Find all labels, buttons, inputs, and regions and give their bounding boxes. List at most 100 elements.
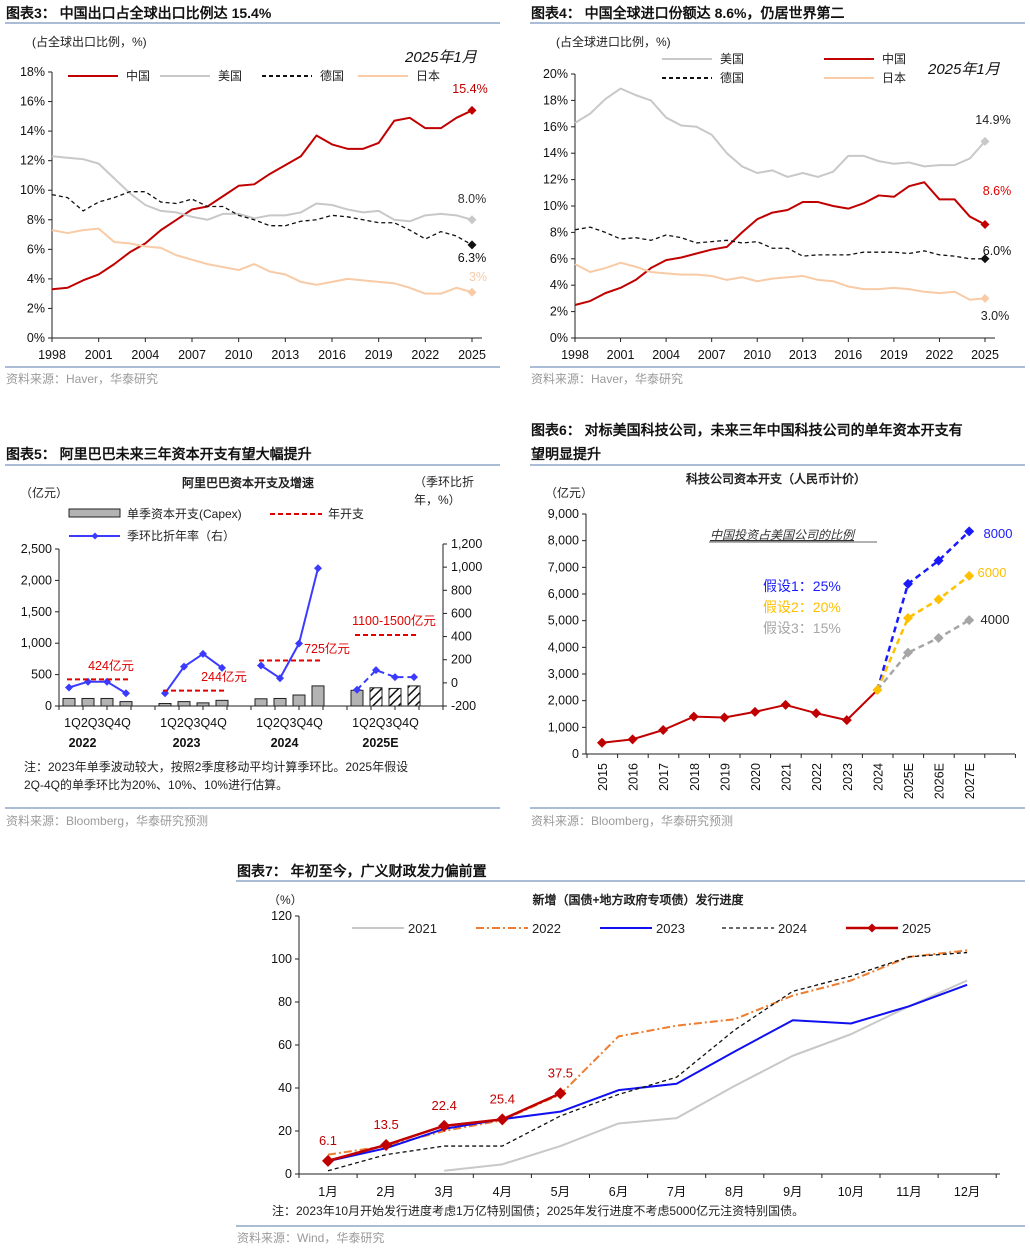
data-label: 13.5 — [373, 1117, 398, 1132]
scenario-end-label: 6000 — [978, 565, 1007, 580]
capex-bar — [81, 697, 95, 707]
figure-5-title: 图表5： 阿里巴巴未来三年资本开支有望大幅提升 — [6, 446, 312, 462]
figure-6-annotation: 中国投资占美国公司的比例 — [710, 528, 856, 542]
x-tick-label: 2021 — [780, 763, 794, 791]
y-tick-label: 18% — [543, 93, 568, 107]
y-tick-label: 0 — [285, 1167, 292, 1181]
scenario-legend-label: 假设2：20% — [763, 599, 841, 615]
end-marker — [467, 287, 477, 297]
figure-7-title: 图表7： 年初至今，广义财政发力偏前置 — [237, 863, 487, 879]
data-marker — [438, 1119, 451, 1132]
x-tick-label: 2027E — [963, 763, 977, 799]
x-tick-label: 2013 — [789, 348, 817, 362]
figure-4-title: 图表4： 中国全球进口份额达 8.6%，仍居世界第二 — [531, 5, 844, 21]
legend-swatch-bar — [68, 508, 121, 518]
scenario-legend-label: 假设3：15% — [763, 620, 841, 636]
legend-label: 中国 — [126, 68, 150, 83]
x-tick-label: 3月 — [434, 1185, 453, 1199]
history-marker — [780, 699, 791, 710]
figure-5-subtitle: 阿里巴巴资本开支及增速 — [182, 475, 314, 490]
y-tick-label: 800 — [451, 583, 472, 597]
y-tick-label: 8% — [550, 225, 568, 239]
qoq-marker — [65, 683, 73, 692]
legend-label: 季环比折年率（右） — [127, 528, 235, 543]
y-tick-label: 100 — [271, 952, 292, 966]
quarter-labels: 1Q2Q3Q4Q — [256, 716, 323, 730]
legend-label: 单季资本开支(Capex) — [127, 507, 242, 521]
end-label: 15.4% — [452, 82, 487, 96]
series-line-中国 — [574, 181, 986, 306]
capex-bar — [254, 698, 268, 707]
x-tick-label: 6月 — [609, 1185, 628, 1199]
y-tick-label: 1,000 — [21, 636, 52, 650]
figure-3: 图表3： 中国出口占全球出口比例达 15.4% (占全球出口比例，%) 2025… — [5, 5, 500, 386]
series-line-德国 — [574, 226, 985, 260]
end-label: 3% — [469, 270, 487, 284]
data-label: 25.4 — [490, 1091, 515, 1106]
capex-bar — [177, 701, 191, 707]
figure-4: 图表4： 中国全球进口份额达 8.6%，仍居世界第二 (占全球进口比例，%) 2… — [530, 5, 1025, 386]
quarter-labels: 1Q2Q3Q4Q — [64, 716, 131, 730]
qoq-marker — [218, 663, 226, 672]
figure-5-source: 资料来源：Bloomberg，华泰研究预测 — [6, 813, 208, 828]
data-marker — [496, 1113, 509, 1126]
figure-3-date-note: 2025年1月 — [404, 49, 478, 66]
figure-6-unit: （亿元） — [545, 485, 593, 500]
end-label: 8.0% — [458, 192, 487, 206]
x-tick-label: 2017 — [657, 763, 671, 791]
end-marker — [467, 215, 477, 225]
y-tick-label: 4% — [27, 272, 45, 286]
end-label: 6.0% — [983, 244, 1012, 258]
history-marker — [841, 715, 852, 726]
series-line-2024 — [327, 951, 968, 1172]
data-label: 22.4 — [432, 1098, 457, 1113]
legend-label: 德国 — [320, 68, 344, 83]
qoq-marker — [372, 666, 380, 675]
legend-label: 中国 — [882, 51, 906, 66]
y-tick-label: 16% — [543, 120, 568, 134]
x-tick-label: 2020 — [749, 763, 763, 791]
quarter-labels: 1Q2Q3Q4Q — [352, 716, 419, 730]
end-marker — [980, 219, 990, 229]
x-tick-label: 2001 — [607, 348, 635, 362]
x-tick-label: 2月 — [376, 1185, 395, 1199]
legend-label: 日本 — [416, 69, 440, 83]
data-marker — [554, 1087, 567, 1100]
end-marker — [980, 136, 990, 146]
chart-c3: 0% 2% 4% 6% 8% 10% 12% 14% 16% 18% 1998 2001 2004 200… — [20, 65, 488, 362]
x-tick-label: 2016 — [627, 763, 641, 791]
qoq-annualized-line — [164, 652, 223, 694]
figure-6-title-line-1: 图表6： 对标美国科技公司，未来三年中国科技公司的单年资本开支有 — [531, 422, 963, 438]
legend-marker — [867, 923, 877, 933]
data-label: 37.5 — [548, 1065, 573, 1080]
figure-3-title: 图表3： 中国出口占全球出口比例达 15.4% — [6, 5, 272, 21]
y-tick-label: 80 — [278, 995, 292, 1009]
y-tick-label: 10% — [20, 183, 45, 197]
figure-4-date-note: 2025年1月 — [927, 61, 1001, 78]
chart-marks: 0%2%4%6%8%10%12%14%16%18%1998 2001 2004 200… — [20, 51, 1016, 1199]
x-tick-label: 4月 — [493, 1185, 512, 1199]
capex-bar — [369, 687, 383, 707]
legend-label: 2025 — [902, 921, 931, 936]
y-tick-label: 0 — [572, 747, 579, 761]
capex-bar — [273, 697, 287, 707]
y-tick-label: 1,000 — [451, 560, 482, 574]
x-tick-label: 1998 — [38, 348, 66, 362]
chart-c7: 0 20 40 60 80 100 120 1月 2月 3月 4月 5月 6月 7月 8月 9月 10月 11月 1… — [271, 909, 1000, 1199]
y-tick-label: 2,000 — [548, 694, 579, 708]
figure-5-note-2: 2Q-4Q的单季环比为20%、10%、10%进行估算。 — [24, 777, 288, 792]
y-tick-label: 60 — [278, 1038, 292, 1052]
qoq-marker — [353, 685, 361, 694]
year-label: 2023 — [173, 736, 201, 750]
x-tick-label: 2004 — [131, 348, 159, 362]
legend-label: 美国 — [218, 69, 242, 83]
capex-bar — [62, 697, 76, 707]
x-tick-label: 2015 — [596, 763, 610, 791]
qoq-marker — [295, 639, 303, 648]
series-line-2023 — [327, 983, 968, 1163]
y-tick-label: 2% — [27, 301, 45, 315]
year-label: 2025E — [362, 736, 398, 750]
capex-bar — [196, 702, 210, 707]
qoq-marker — [391, 673, 399, 682]
x-tick-label: 2025 — [458, 348, 486, 362]
